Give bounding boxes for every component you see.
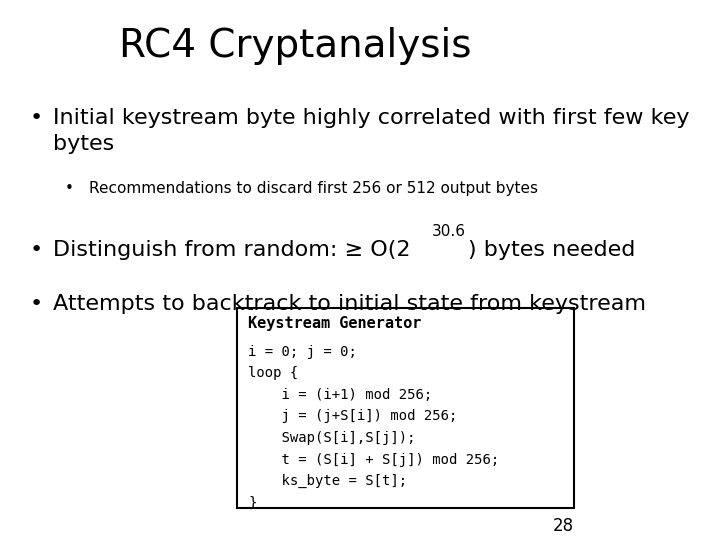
Text: loop {: loop { <box>248 366 299 380</box>
Text: •: • <box>30 108 42 128</box>
Text: i = 0; j = 0;: i = 0; j = 0; <box>248 345 357 359</box>
Text: }: } <box>248 496 257 510</box>
Text: Recommendations to discard first 256 or 512 output bytes: Recommendations to discard first 256 or … <box>89 181 538 196</box>
Text: Attempts to backtrack to initial state from keystream: Attempts to backtrack to initial state f… <box>53 294 647 314</box>
Text: Keystream Generator: Keystream Generator <box>248 316 422 331</box>
FancyBboxPatch shape <box>236 308 574 508</box>
Text: •: • <box>30 240 42 260</box>
Text: j = (j+S[i]) mod 256;: j = (j+S[i]) mod 256; <box>248 409 458 423</box>
Text: •: • <box>30 294 42 314</box>
Text: 28: 28 <box>552 517 574 535</box>
Text: Initial keystream byte highly correlated with first few key
bytes: Initial keystream byte highly correlated… <box>53 108 690 154</box>
Text: ks_byte = S[t];: ks_byte = S[t]; <box>248 474 408 488</box>
Text: Distinguish from random: ≥ O(2: Distinguish from random: ≥ O(2 <box>53 240 410 260</box>
Text: •: • <box>65 181 74 196</box>
Text: i = (i+1) mod 256;: i = (i+1) mod 256; <box>248 388 433 402</box>
Text: ) bytes needed: ) bytes needed <box>468 240 636 260</box>
Text: Swap(S[i],S[j]);: Swap(S[i],S[j]); <box>248 431 416 445</box>
Text: RC4 Cryptanalysis: RC4 Cryptanalysis <box>120 27 472 65</box>
Text: t = (S[i] + S[j]) mod 256;: t = (S[i] + S[j]) mod 256; <box>248 453 500 467</box>
Text: 30.6: 30.6 <box>432 224 466 239</box>
